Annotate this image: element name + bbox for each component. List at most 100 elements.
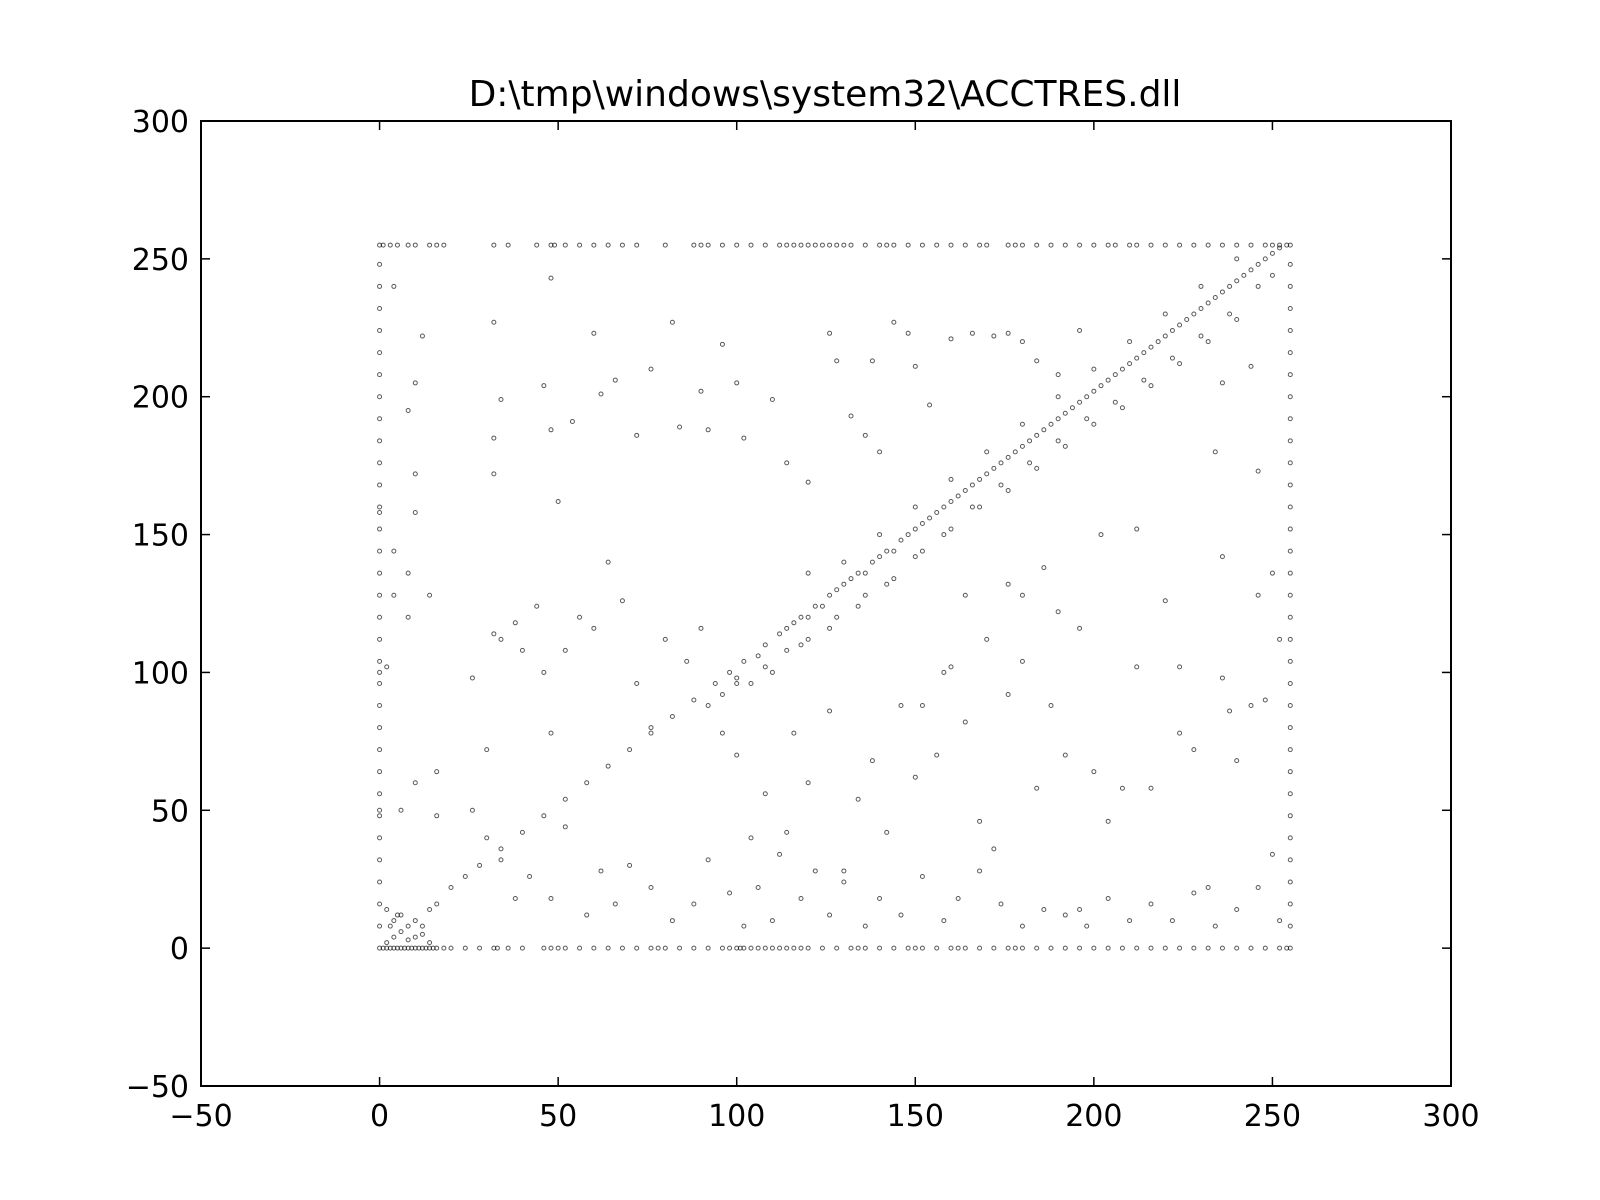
scatter-point: [1012, 449, 1018, 455]
scatter-point: [941, 669, 947, 675]
ticks-layer: −50 0 50 100 150 200 250 300 −50 0 50 100 150 200 250 3…: [126, 105, 1480, 1134]
scatter-point: [387, 923, 393, 929]
scatter-point: [969, 482, 975, 488]
scatter-point: [1127, 242, 1133, 248]
scatter-point: [441, 945, 447, 951]
scatter-point: [705, 857, 711, 863]
scatter-point: [1219, 242, 1225, 248]
scatter-point: [741, 923, 747, 929]
scatter-point: [1205, 242, 1211, 248]
scatter-point: [1034, 945, 1040, 951]
scatter-point: [769, 918, 775, 924]
scatter-point: [805, 242, 811, 248]
scatter-point: [412, 510, 418, 516]
scatter-point: [1169, 328, 1175, 334]
scatter-point: [1177, 361, 1183, 367]
scatter-point: [1269, 242, 1275, 248]
scatter-point: [1019, 592, 1025, 598]
scatter-point: [1141, 350, 1147, 356]
scatter-point: [1205, 339, 1211, 345]
scatter-point: [791, 945, 797, 951]
scatter-point: [677, 424, 683, 430]
scatter-point: [377, 510, 383, 516]
scatter-point: [1091, 366, 1097, 372]
scatter-point: [1234, 317, 1240, 323]
scatter-point: [405, 923, 411, 929]
scatter-point: [1205, 945, 1211, 951]
scatter-point: [934, 242, 940, 248]
scatter-point: [1198, 333, 1204, 339]
scatter-point: [655, 945, 661, 951]
scatter-point: [1287, 438, 1293, 444]
scatter-point: [905, 330, 911, 336]
scatter-point: [734, 752, 740, 758]
scatter-point: [1212, 294, 1218, 300]
scatter-point: [1287, 372, 1293, 378]
scatter-point: [834, 242, 840, 248]
scatter-point: [719, 341, 725, 347]
scatter-point: [434, 901, 440, 907]
scatter-point: [984, 636, 990, 642]
scatter-point: [1048, 421, 1054, 427]
scatter-point: [984, 471, 990, 477]
scatter-point: [1169, 918, 1175, 924]
scatter-point: [698, 388, 704, 394]
scatter-point: [962, 945, 968, 951]
scatter-point: [1277, 945, 1283, 951]
scatter-point: [1148, 344, 1154, 350]
scatter-point: [562, 242, 568, 248]
scatter-point: [827, 912, 833, 918]
scatter-point: [398, 912, 404, 918]
scatter-point: [1148, 242, 1154, 248]
scatter-point: [1005, 945, 1011, 951]
scatter-point: [1287, 945, 1293, 951]
scatter-point: [448, 945, 454, 951]
scatter-point: [1091, 769, 1097, 775]
scatter-point: [1255, 283, 1261, 289]
scatter-point: [777, 851, 783, 857]
scatter-point: [977, 476, 983, 482]
scatter-point: [1084, 923, 1090, 929]
scatter-point: [834, 358, 840, 364]
scatter-point: [1112, 372, 1118, 378]
scatter-point: [648, 725, 654, 731]
scatter-point: [627, 747, 633, 753]
scatter-point: [977, 818, 983, 824]
scatter-point: [1141, 377, 1147, 383]
scatter-point: [1019, 443, 1025, 449]
scatter-point: [1134, 526, 1140, 532]
scatter-point: [762, 242, 768, 248]
scatter-point: [719, 242, 725, 248]
scatter-point: [634, 242, 640, 248]
scatter-point: [1248, 242, 1254, 248]
scatter-point: [1277, 242, 1283, 248]
scatter-point: [562, 796, 568, 802]
scatter-point: [1234, 256, 1240, 262]
scatter-point: [377, 703, 383, 709]
scatter-point: [1077, 328, 1083, 334]
scatter-point: [1041, 907, 1047, 913]
scatter-point: [941, 504, 947, 510]
scatter-point: [748, 680, 754, 686]
scatter-point: [984, 242, 990, 248]
scatter-point: [405, 937, 411, 943]
scatter-point: [905, 242, 911, 248]
scatter-point: [705, 427, 711, 433]
scatter-point: [1177, 664, 1183, 670]
scatter-point: [791, 730, 797, 736]
scatter-point: [1191, 311, 1197, 317]
scatter-point: [498, 396, 504, 402]
scatter-point: [1287, 592, 1293, 598]
scatter-point: [377, 658, 383, 664]
scatter-point: [1177, 242, 1183, 248]
scatter-point: [477, 862, 483, 868]
scatter-point: [884, 581, 890, 587]
scatter-point: [1105, 242, 1111, 248]
y-tick-label: 250: [132, 243, 189, 278]
scatter-point: [962, 719, 968, 725]
scatter-point: [1191, 890, 1197, 896]
scatter-point: [398, 929, 404, 935]
scatter-point: [1019, 945, 1025, 951]
scatter-point: [841, 581, 847, 587]
scatter-point: [1248, 363, 1254, 369]
